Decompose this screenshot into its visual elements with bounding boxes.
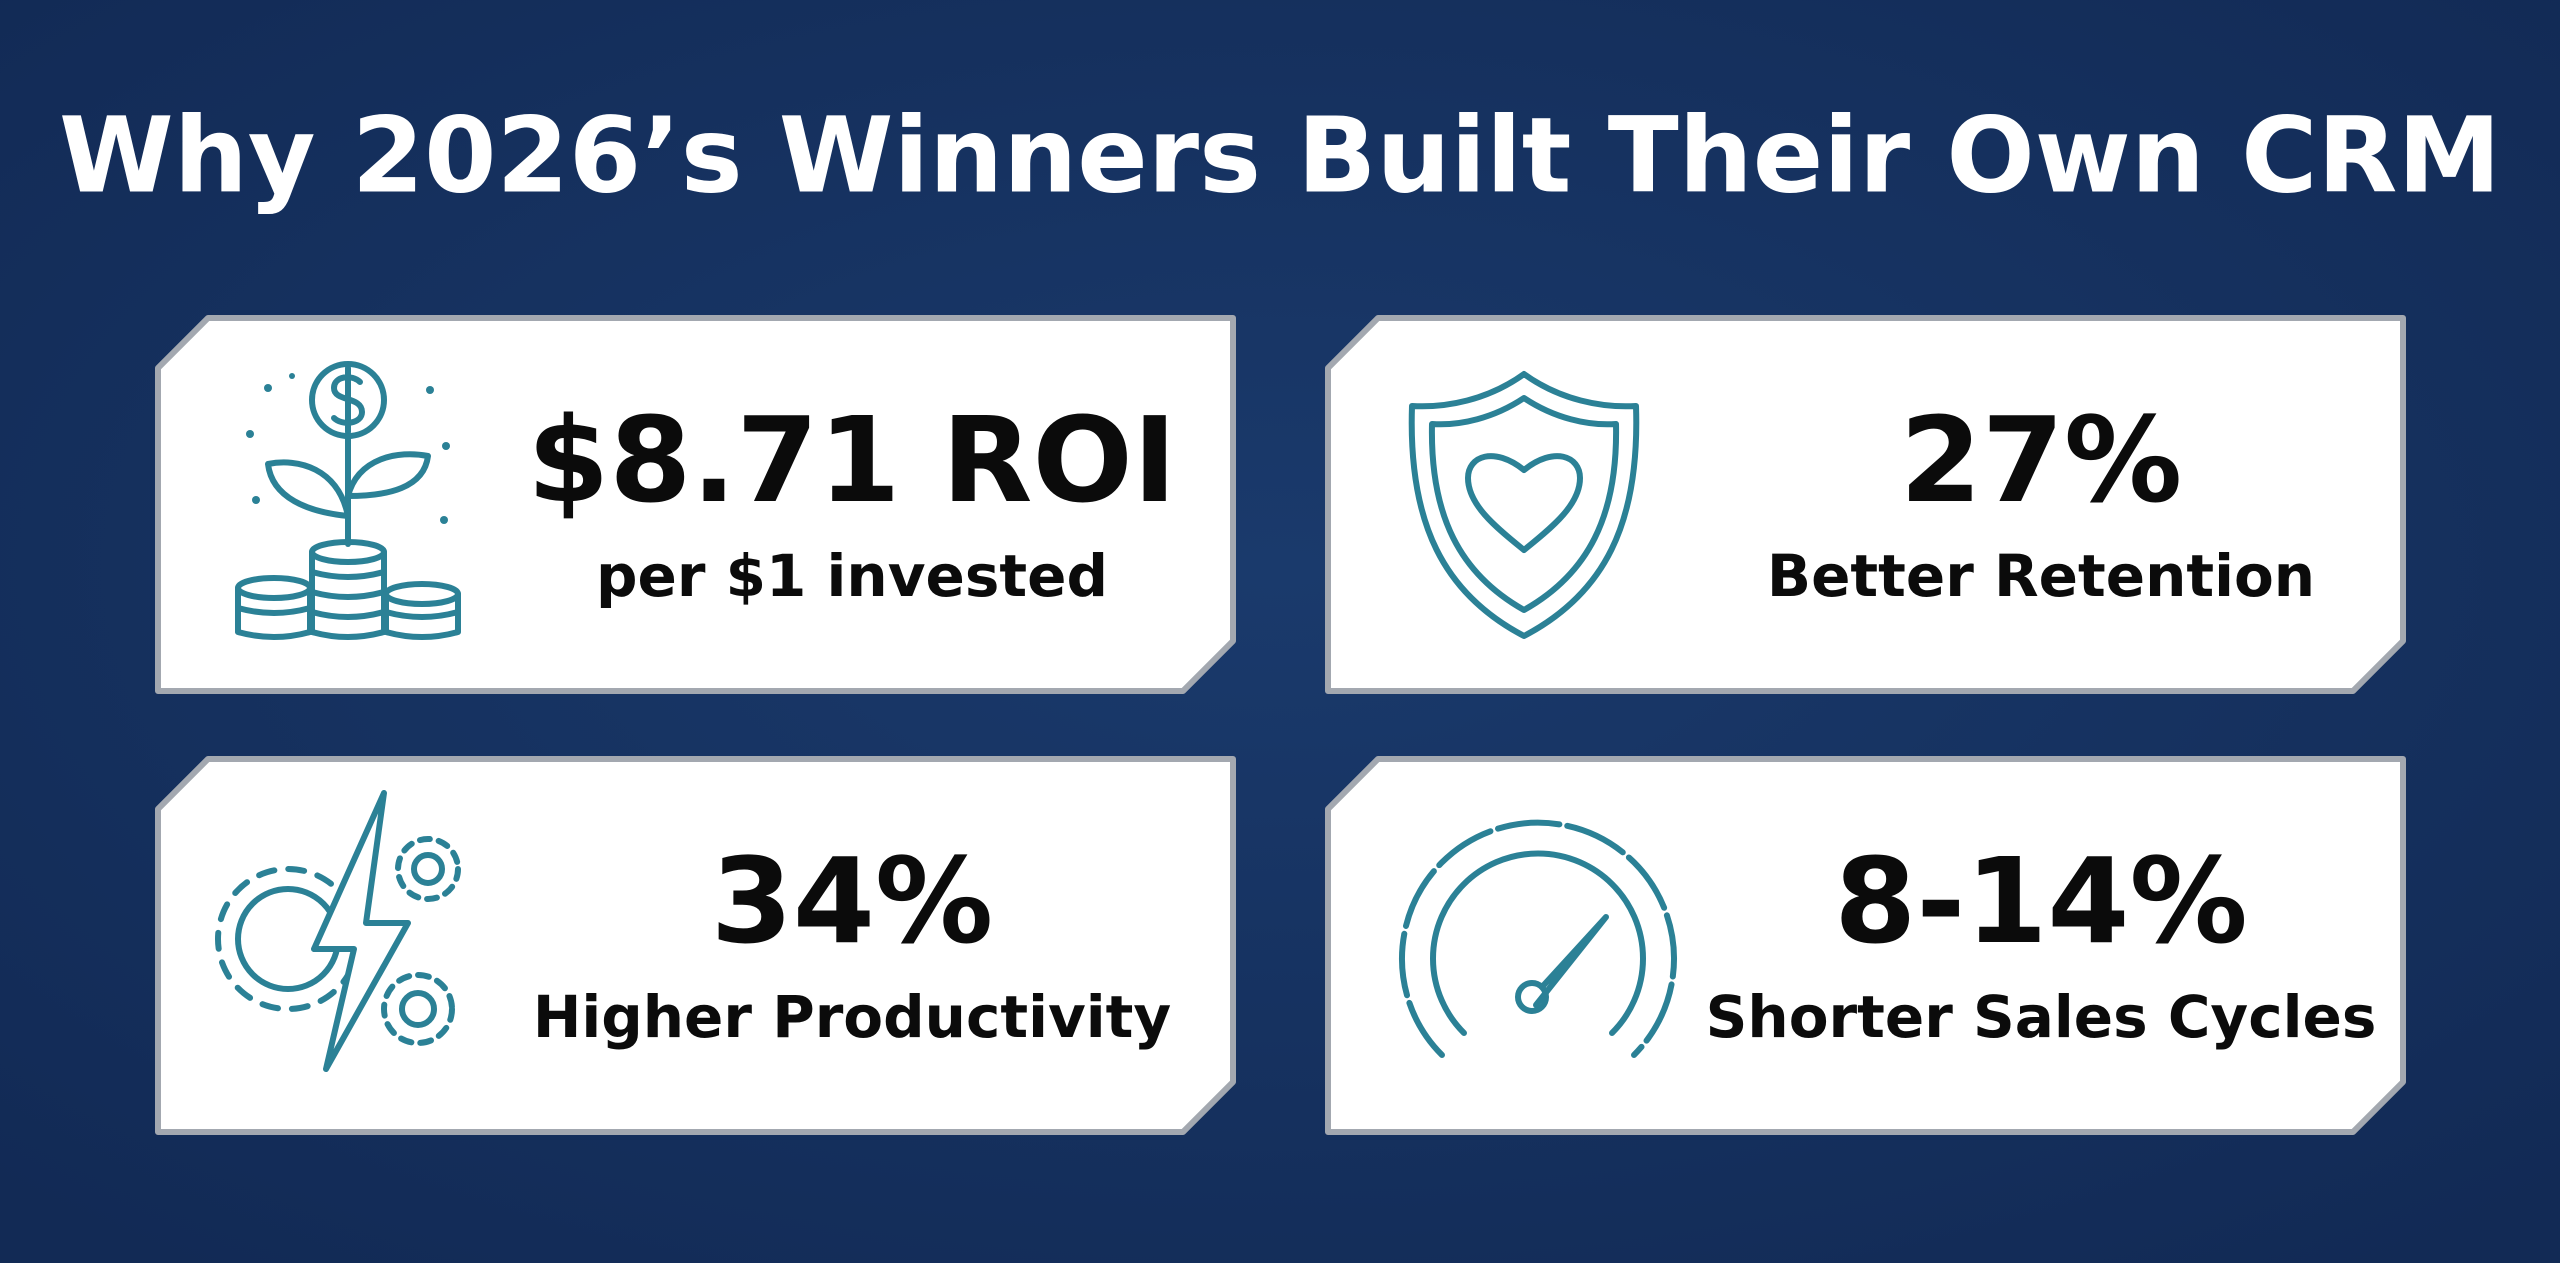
stat-value: 8-14% <box>1834 832 2248 970</box>
stat-card: 27% Better Retention <box>1325 315 2406 694</box>
gauge-icon <box>1399 819 1677 1058</box>
stat-label: per $1 invested <box>596 542 1108 610</box>
shield-icon <box>1408 371 1640 639</box>
stat-card: $8.71 ROI per $1 invested <box>155 315 1236 694</box>
stat-label: Shorter Sales Cycles <box>1706 983 2377 1051</box>
stat-value: 34% <box>711 832 993 970</box>
growth-icon <box>235 361 461 640</box>
card-frame <box>155 315 1236 694</box>
title: Why 2026’s Winners Built Their Own CRM <box>59 94 2501 216</box>
stat-value: 27% <box>1900 391 2182 529</box>
stat-value: $8.71 ROI <box>527 391 1176 529</box>
productivity-icon <box>215 790 461 1072</box>
stat-card: 8-14% Shorter Sales Cycles <box>1325 756 2406 1135</box>
stat-label: Better Retention <box>1767 542 2315 610</box>
card-frame <box>1325 315 2406 694</box>
card-frame <box>1325 756 2406 1135</box>
stat-card: 34% Higher Productivity <box>155 756 1236 1135</box>
stat-label: Higher Productivity <box>533 983 1171 1051</box>
